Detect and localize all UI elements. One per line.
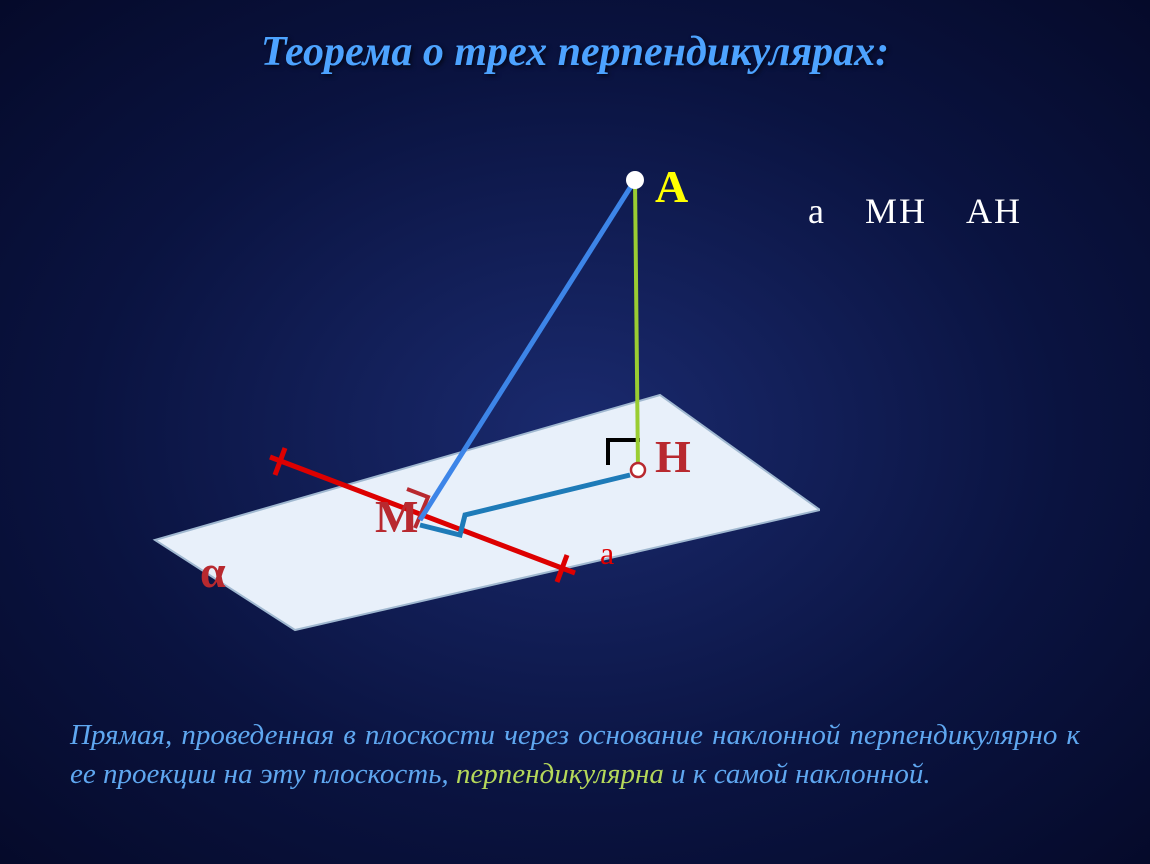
- label-a: а: [600, 535, 614, 572]
- point-A: [626, 171, 644, 189]
- label-M: М: [375, 490, 418, 543]
- theorem-statement: Прямая, проведенная в плоскости через ос…: [70, 716, 1080, 794]
- point-H: [631, 463, 645, 477]
- statement-part2: и к самой наклонной.: [664, 758, 931, 790]
- statement-highlight: перпендикулярна: [456, 758, 664, 790]
- label-A: А: [655, 160, 688, 213]
- notation-AH: АН: [966, 191, 1022, 231]
- label-alpha: α: [200, 545, 226, 598]
- page-title: Теорема о трех перпендикулярах:: [0, 0, 1150, 76]
- label-H: Н: [655, 430, 691, 483]
- notation-box: а МН АН: [808, 190, 1050, 232]
- notation-MH: МН: [865, 191, 927, 231]
- plane-alpha: [155, 395, 820, 630]
- geometric-diagram: А Н М а α: [120, 150, 820, 650]
